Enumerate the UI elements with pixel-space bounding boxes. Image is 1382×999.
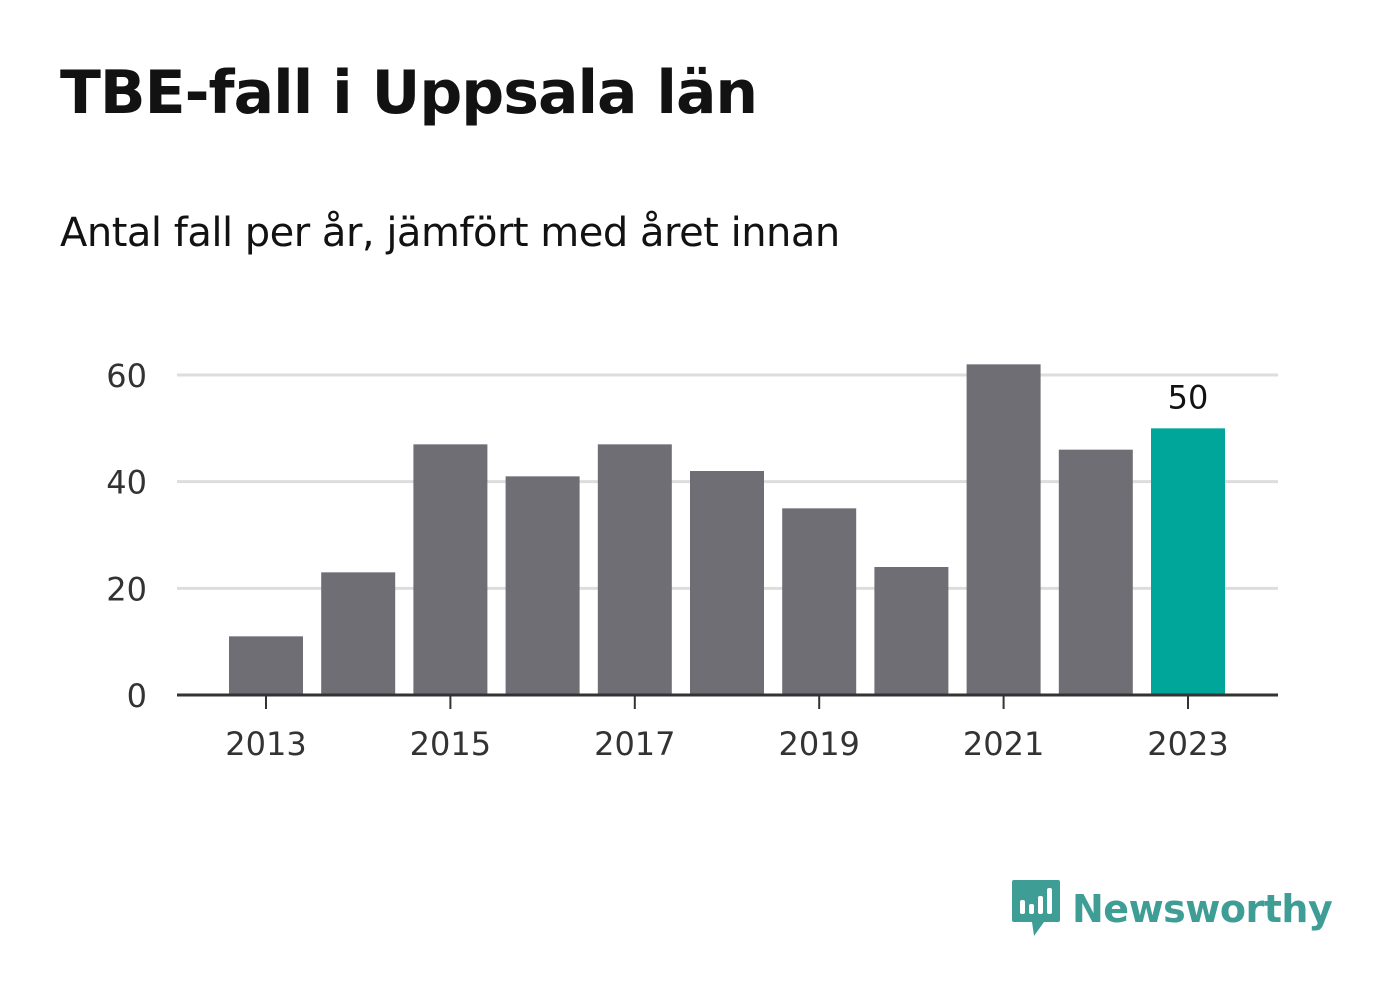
bar-2013 <box>229 636 303 695</box>
bar-2019 <box>782 508 857 695</box>
brand-name: Newsworthy <box>1072 887 1333 931</box>
bar-2016 <box>505 476 580 695</box>
y-tick-label-40: 40 <box>106 464 147 502</box>
x-tick-label-2015: 2015 <box>410 725 491 763</box>
bar-2022 <box>1058 449 1133 695</box>
data-label-2023: 50 <box>1168 378 1209 416</box>
x-tick-label-2017: 2017 <box>594 725 675 763</box>
bar-2021 <box>966 364 1041 695</box>
chart-subtitle: Antal fall per år, jämfört med året inna… <box>60 210 840 256</box>
x-tick-label-2023: 2023 <box>1147 725 1228 763</box>
chart-title: TBE-fall i Uppsala län <box>60 58 758 128</box>
bar-2015 <box>413 444 488 695</box>
newsworthy-logo-icon <box>1012 880 1060 936</box>
bar-2017 <box>597 444 672 695</box>
x-tick-label-2021: 2021 <box>963 725 1044 763</box>
y-tick-label-0: 0 <box>127 677 147 715</box>
bar-2023 <box>1151 428 1225 695</box>
bar-2018 <box>690 471 764 695</box>
y-tick-label-60: 60 <box>106 357 147 395</box>
x-tick-label-2013: 2013 <box>225 725 306 763</box>
x-tick-label-2019: 2019 <box>778 725 859 763</box>
bar-2020 <box>874 567 949 695</box>
bar-2014 <box>321 572 396 695</box>
newsworthy-logo: Newsworthy <box>1010 878 1333 940</box>
y-tick-label-20: 20 <box>106 570 147 608</box>
